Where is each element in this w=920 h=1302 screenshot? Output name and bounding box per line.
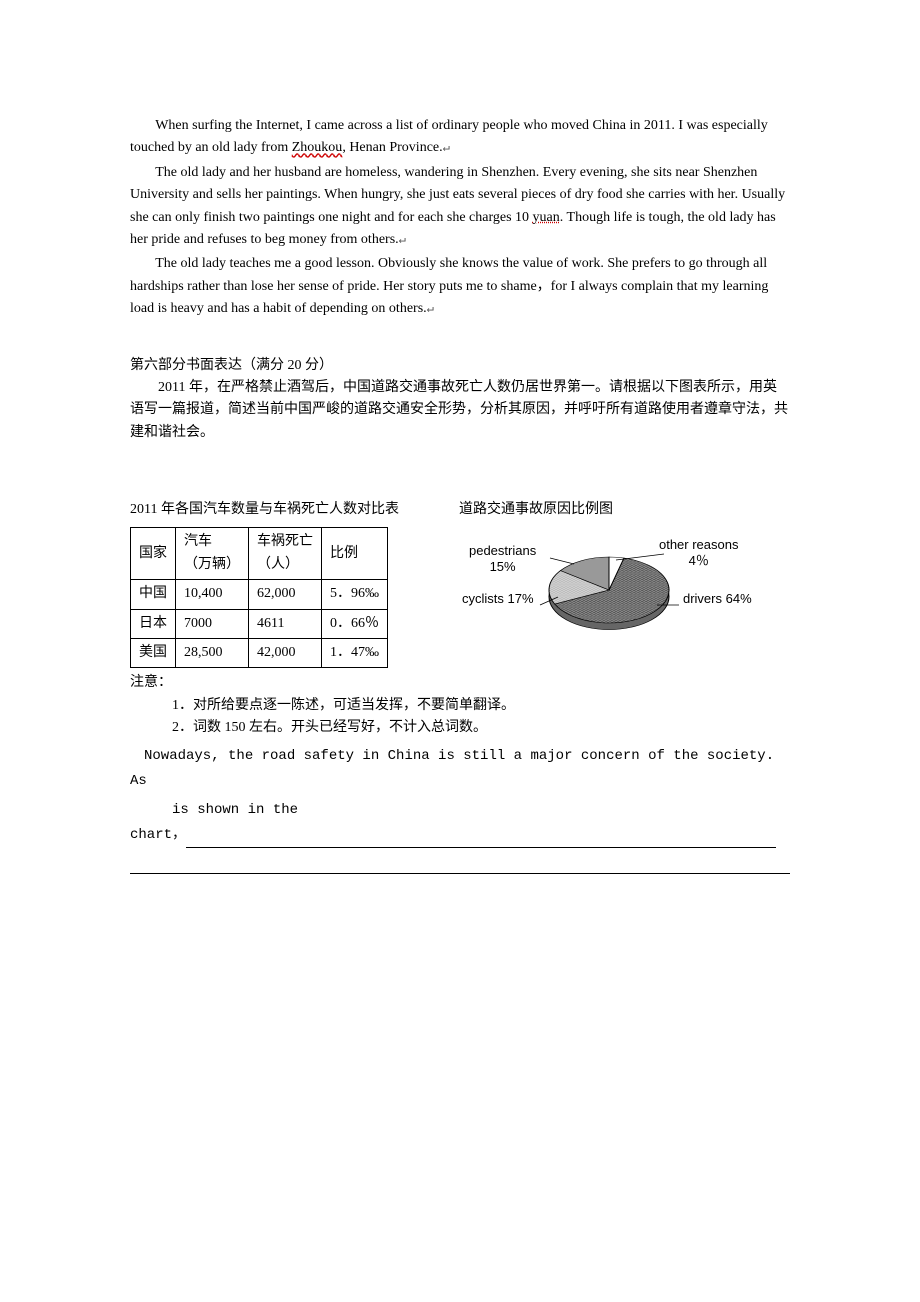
th-deaths-l2: （人） [257,557,299,572]
pie-title: 道路交通事故原因比例图 [459,499,790,521]
comparison-table: 国家 汽车 （万辆） 车祸死亡 （人） 比例 中国 10,400 62,000 … [130,527,388,668]
lbl-ped-p: 15% [490,559,516,574]
notes-block: 注意： 1．对所给要点逐一陈述，可适当发挥，不要简单翻译。 2．词数 150 左… [130,672,790,739]
cell: 5．96‰ [322,580,388,609]
cell: 7000 [176,609,249,638]
section-6-intro: 2011 年，在严格禁止酒驾后，中国道路交通事故死亡人数仍居世界第一。请根据以下… [130,377,790,444]
charts-row: 2011 年各国汽车数量与车祸死亡人数对比表 国家 汽车 （万辆） 车祸死亡 （… [130,499,790,668]
essay-line-1: Nowadays, the road safety in China is st… [130,744,790,794]
cell: 10,400 [176,580,249,609]
end-mark-2: ↵ [399,232,406,246]
lbl-ped-t: pedestrians [469,543,536,558]
th-ratio: 比例 [322,528,388,580]
lbl-other-t: other reasons [659,537,739,552]
p1-wavy: Zhoukou [292,140,343,155]
th-deaths: 车祸死亡 （人） [249,528,322,580]
table-title: 2011 年各国汽车数量与车祸死亡人数对比表 [130,499,399,521]
paragraph-2: The old lady and her husband are homeles… [130,162,790,252]
th-deaths-l1: 车祸死亡 [257,534,313,549]
table-row: 美国 28,500 42,000 1．47‰ [131,639,388,668]
lbl-other: other reasons 4％ [659,537,739,568]
cell: 42,000 [249,639,322,668]
table-row: 中国 10,400 62,000 5．96‰ [131,580,388,609]
th-country: 国家 [131,528,176,580]
notes-item-2: 2．词数 150 左右。开头已经写好，不计入总词数。 [130,717,790,739]
p3-text-1: The old lady teaches me a good lesson. O… [130,256,768,316]
essay-line-4 [130,848,790,873]
table-header-row: 国家 汽车 （万辆） 车祸死亡 （人） 比例 [131,528,388,580]
notes-head: 注意： [130,672,790,694]
lbl-other-p: 4％ [689,553,709,568]
essay-prefix: chart， [130,827,186,843]
paragraph-1: When surfing the Internet, I came across… [130,115,790,160]
cell: 日本 [131,609,176,638]
th-cars-l1: 汽车 [184,534,212,549]
cell: 62,000 [249,580,322,609]
section-6: 第六部分书面表达（满分 20 分） 2011 年，在严格禁止酒驾后，中国道路交通… [130,355,790,445]
table-row: 日本 7000 4611 0．66％ [131,609,388,638]
blank-fill-2 [130,857,790,874]
cell: 4611 [249,609,322,638]
p1-text-2: , Henan Province. [342,140,442,155]
cell: 28,500 [176,639,249,668]
lbl-pedestrians: pedestrians 15% [469,543,536,574]
cell: 1．47‰ [322,639,388,668]
notes-item-1: 1．对所给要点逐一陈述，可适当发挥，不要简单翻译。 [130,695,790,717]
comparison-table-block: 2011 年各国汽车数量与车祸死亡人数对比表 国家 汽车 （万辆） 车祸死亡 （… [130,499,399,668]
essay-line-2: is shown in the [130,798,790,823]
cell: 美国 [131,639,176,668]
lbl-cyclists: cyclists 17% [462,591,534,607]
paragraph-3: The old lady teaches me a good lesson. O… [130,253,790,320]
lbl-drivers: drivers 64% [683,591,752,607]
cell: 0．66％ [322,609,388,638]
essay-line-3: chart， [130,823,790,848]
section-6-title: 第六部分书面表达（满分 20 分） [130,355,790,377]
pie-chart-block: 道路交通事故原因比例图 [459,499,790,660]
th-cars: 汽车 （万辆） [176,528,249,580]
end-mark-1: ↵ [443,140,450,154]
th-cars-l2: （万辆） [184,557,240,572]
cell: 中国 [131,580,176,609]
p2-dotted: yuan [533,210,560,225]
pie-wrap: other reasons 4％ pedestrians 15% cyclist… [459,525,769,660]
end-mark-3: ↵ [427,301,434,315]
